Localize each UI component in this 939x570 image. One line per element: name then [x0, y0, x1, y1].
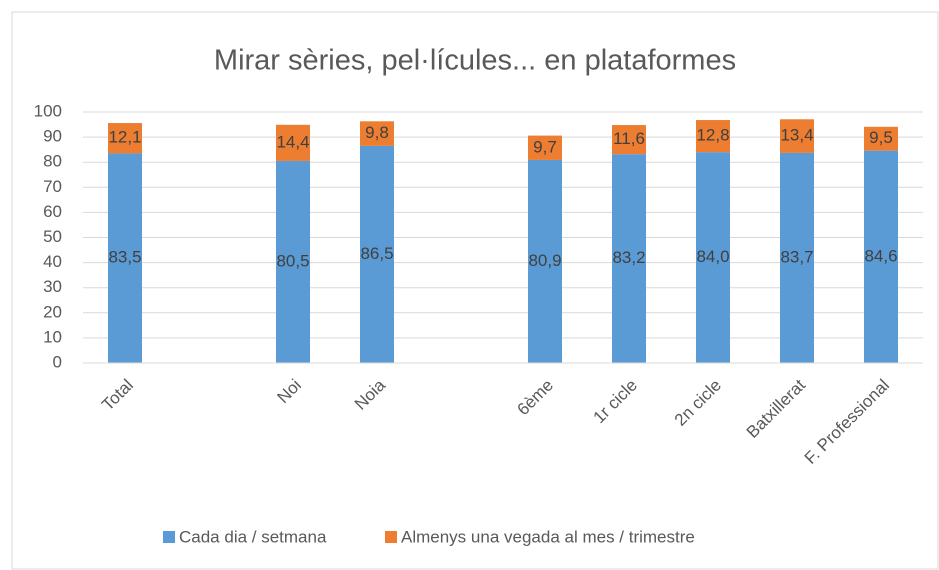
y-tick-label: 10	[43, 327, 62, 346]
data-label: 80,9	[528, 251, 561, 270]
y-tick-label: 50	[43, 227, 62, 246]
bar-segment	[276, 160, 310, 363]
y-tick-label: 70	[43, 177, 62, 196]
bar-segment	[108, 123, 142, 154]
bar-segment	[612, 125, 646, 155]
y-tick-label: 20	[43, 302, 62, 321]
data-label: 83,5	[108, 248, 141, 267]
data-label: 86,5	[360, 244, 393, 263]
data-label: 12,1	[108, 128, 141, 147]
data-label: 83,7	[780, 247, 813, 266]
data-label: 13,4	[780, 126, 813, 145]
legend-swatch	[163, 531, 175, 543]
bar-segment	[528, 135, 562, 160]
bar-segment	[108, 153, 142, 363]
data-label: 84,6	[864, 246, 897, 265]
data-label: 9,5	[869, 128, 893, 147]
y-tick-label: 40	[43, 252, 62, 271]
y-tick-label: 60	[43, 202, 62, 221]
data-label: 14,4	[276, 132, 309, 151]
data-label: 12,8	[696, 126, 729, 145]
legend-label: Almenys una vegada al mes / trimestre	[401, 527, 695, 546]
legend-label: Cada dia / setmana	[179, 527, 327, 546]
bar-segment	[864, 150, 898, 363]
data-label: 83,2	[612, 248, 645, 267]
data-label: 9,7	[533, 137, 557, 156]
bar-segment	[612, 154, 646, 363]
bar-segment	[528, 159, 562, 363]
data-label: 9,8	[365, 123, 389, 142]
y-tick-label: 100	[34, 101, 62, 120]
y-tick-label: 90	[43, 127, 62, 146]
bar-segment	[780, 119, 814, 153]
y-tick-label: 0	[53, 352, 62, 371]
data-label: 11,6	[613, 129, 645, 148]
bar-segment	[696, 120, 730, 153]
chart-title: Mirar sèries, pel·lícules... en platafor…	[214, 45, 736, 77]
bar-segment	[360, 121, 394, 146]
y-tick-label: 80	[43, 152, 62, 171]
data-label: 84,0	[696, 247, 729, 266]
bar-segment	[696, 152, 730, 363]
bar-segment	[780, 152, 814, 363]
bar-segment	[360, 145, 394, 363]
bar-segment	[276, 124, 310, 161]
data-label: 80,5	[276, 251, 309, 270]
legend-swatch	[385, 531, 397, 543]
y-tick-label: 30	[43, 277, 62, 296]
bar-segment	[864, 126, 898, 151]
